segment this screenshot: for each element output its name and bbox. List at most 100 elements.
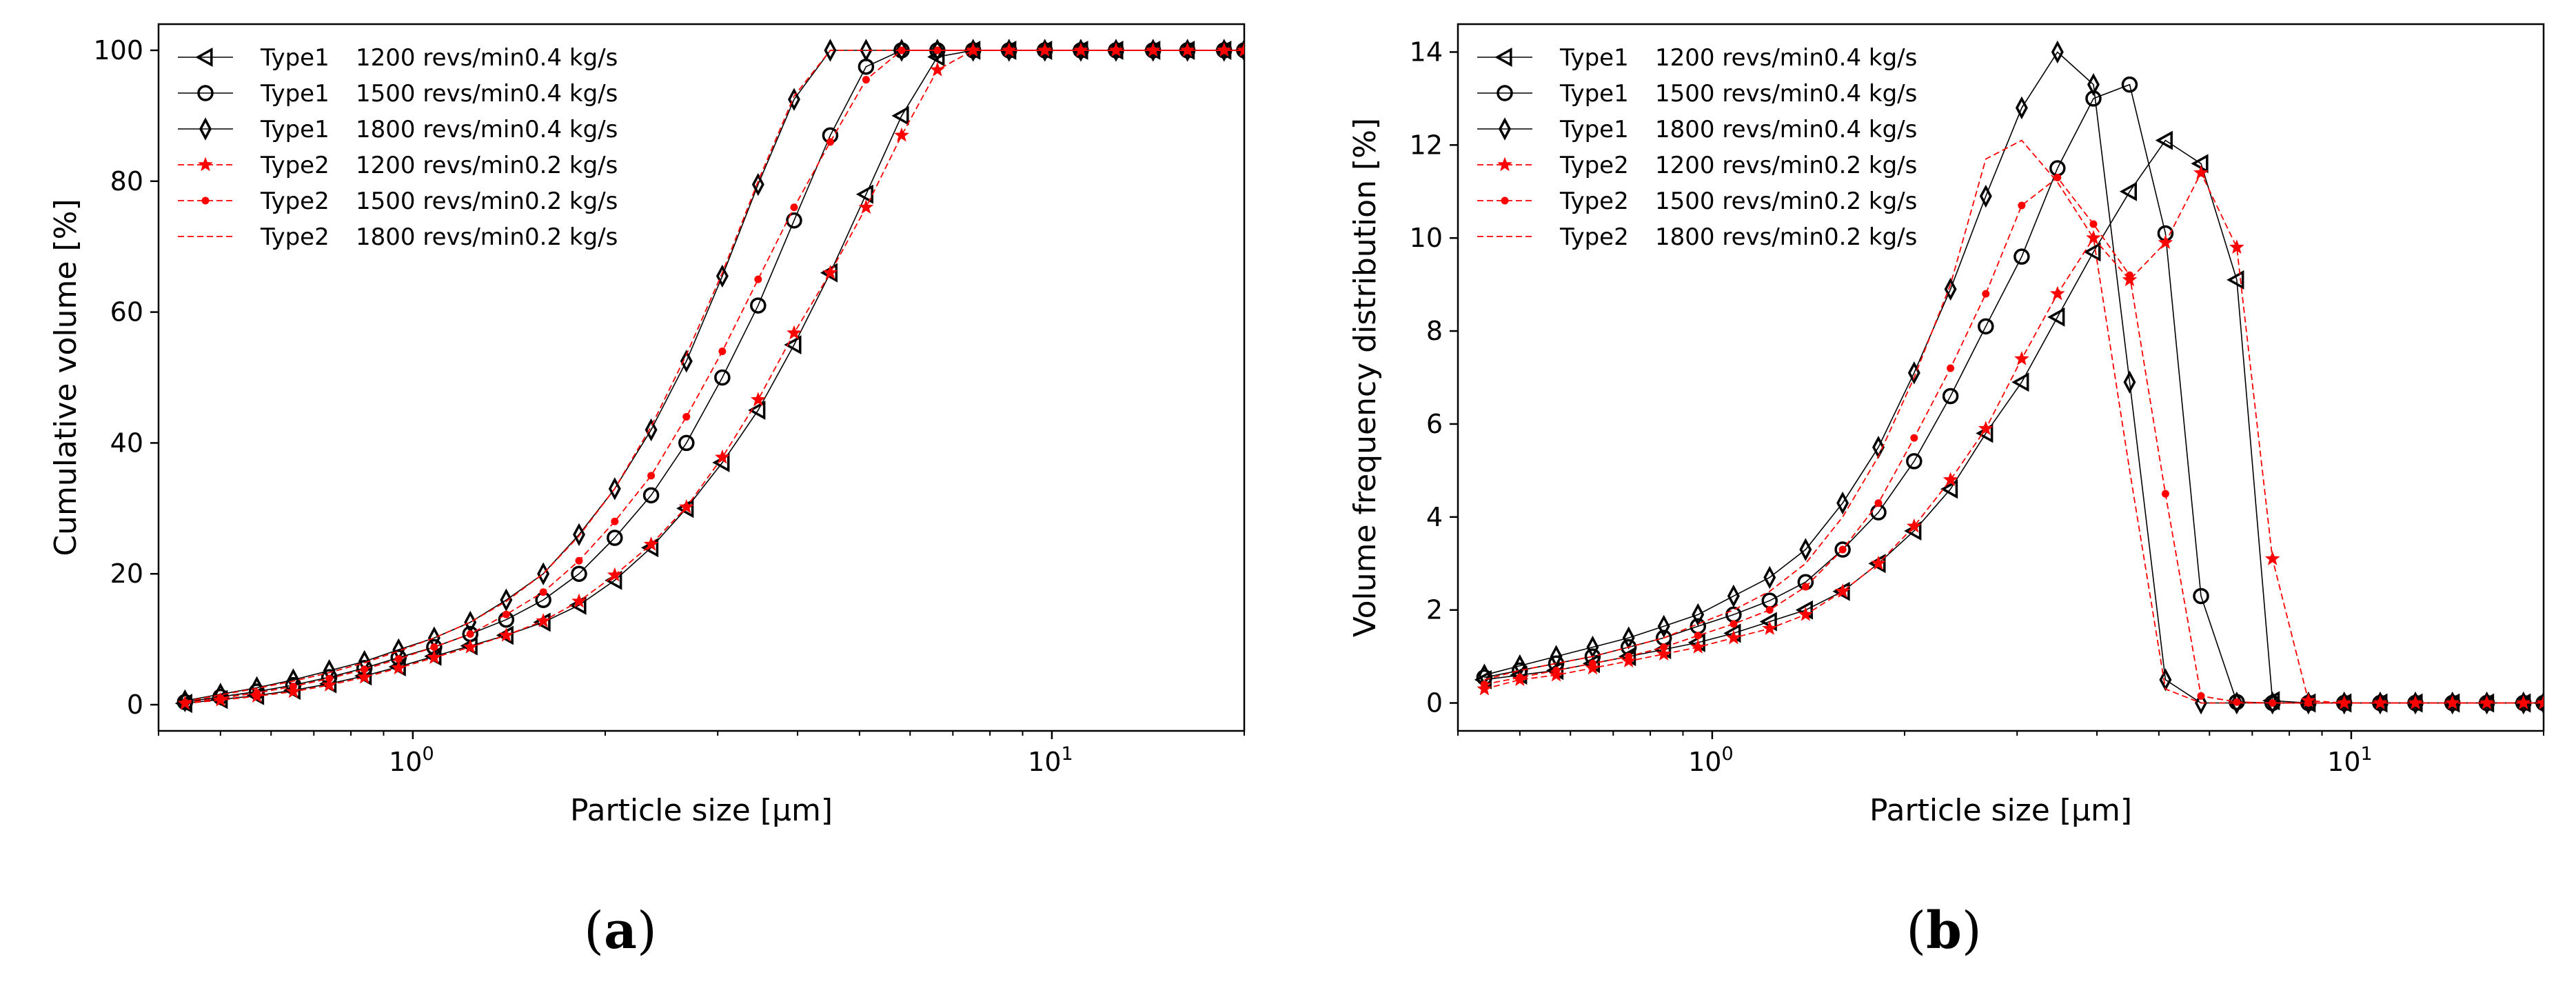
- data-point: [643, 536, 659, 551]
- legend-speed: 1200 revs/min: [1655, 44, 1824, 72]
- plot-frame: [1457, 23, 2545, 732]
- legend-rate: 0.2 kg/s: [525, 223, 618, 251]
- data-point: [575, 556, 583, 565]
- data-point: [1548, 667, 1564, 682]
- data-point: [2014, 248, 2030, 265]
- data-point: [1801, 583, 1809, 591]
- series-line: [1484, 51, 2544, 704]
- legend-speed: 1500 revs/min: [356, 80, 525, 108]
- data-point: [607, 567, 622, 582]
- legend-type: Type1: [1559, 80, 1629, 108]
- chart-b: 0 2 4 6 8 10 12 14 100 101 Particle size [μm] Volum…: [1348, 23, 2545, 960]
- data-point: [1978, 318, 1994, 335]
- series-4: [1477, 165, 2544, 710]
- data-point: [1940, 479, 1958, 499]
- series-line: [185, 50, 1244, 703]
- data-point: [427, 650, 442, 664]
- series-5: [1480, 174, 2544, 707]
- data-point: [1038, 39, 1051, 62]
- data-point: [2155, 130, 2173, 150]
- legend-speed: 1200 revs/min: [1655, 152, 1824, 179]
- data-point: [1146, 39, 1159, 62]
- series-1: [1474, 130, 2544, 713]
- data-point: [2408, 691, 2422, 715]
- data-point: [1621, 653, 1636, 668]
- x-axis-label: Particle size [μm]: [570, 793, 833, 828]
- data-point: [2483, 699, 2491, 707]
- panel-caption: (a): [584, 901, 657, 960]
- legend-rate: 0.2 kg/s: [525, 188, 618, 215]
- data-point: [539, 588, 547, 596]
- data-point: [571, 565, 587, 582]
- data-point: [1874, 499, 1883, 507]
- data-point: [289, 682, 297, 690]
- legend-type: Type1: [1559, 44, 1629, 72]
- legend-type: Type1: [260, 80, 329, 108]
- legend-type: Type2: [1559, 152, 1629, 179]
- data-point: [253, 689, 261, 697]
- legend-rate: 0.4 kg/s: [1824, 116, 1917, 143]
- data-point: [1109, 39, 1122, 62]
- y-tick-label: 20: [110, 559, 143, 589]
- data-point: [2015, 96, 2028, 120]
- data-point: [1765, 606, 1774, 614]
- data-point: [1660, 643, 1668, 652]
- data-point: [2376, 699, 2384, 707]
- data-point: [645, 418, 658, 442]
- legend-speed: 1500 revs/min: [1655, 188, 1824, 215]
- legend-rate: 0.4 kg/s: [525, 44, 618, 72]
- data-point: [1480, 681, 1488, 689]
- data-point: [714, 369, 731, 386]
- data-point: [2051, 40, 2064, 64]
- legend-marker: [197, 85, 214, 101]
- legend-marker: [1494, 48, 1512, 67]
- data-point: [682, 412, 691, 421]
- legend-type: Type2: [260, 188, 329, 215]
- data-point: [786, 212, 802, 229]
- data-point: [179, 689, 192, 713]
- data-point: [2123, 370, 2136, 394]
- data-point: [1625, 652, 1633, 661]
- data-point: [2049, 285, 2065, 301]
- data-point: [1005, 46, 1013, 54]
- data-point: [2053, 174, 2062, 182]
- legend-marker: [201, 197, 210, 205]
- data-point: [860, 39, 873, 62]
- data-point: [680, 350, 693, 373]
- legend-marker: [1497, 157, 1512, 172]
- y-tick-label: 6: [1426, 409, 1443, 439]
- data-point: [784, 335, 802, 355]
- data-point: [573, 523, 585, 546]
- data-point: [571, 593, 587, 608]
- data-point: [787, 325, 802, 340]
- data-point: [826, 138, 834, 146]
- data-point: [1585, 660, 1601, 675]
- data-point: [750, 392, 766, 407]
- data-point: [715, 449, 730, 464]
- y-tick-label: 80: [110, 166, 143, 197]
- legend-rate: 0.4 kg/s: [525, 116, 618, 143]
- data-point: [2161, 490, 2169, 498]
- legend-speed: 1200 revs/min: [356, 44, 525, 72]
- legend-rate: 0.2 kg/s: [525, 152, 618, 179]
- series-line: [1484, 139, 2544, 704]
- data-point: [361, 665, 369, 674]
- data-point: [1112, 46, 1120, 54]
- data-point: [2047, 307, 2065, 327]
- data-point: [2011, 372, 2029, 392]
- data-point: [1871, 555, 1886, 570]
- data-point: [824, 39, 837, 62]
- legend-marker: [1501, 197, 1509, 205]
- legend-rate: 0.4 kg/s: [1824, 80, 1917, 108]
- data-point: [502, 610, 510, 618]
- data-point: [2227, 270, 2244, 290]
- data-point: [356, 669, 372, 684]
- data-point: [1834, 541, 1851, 558]
- legend-speed: 1800 revs/min: [1655, 116, 1824, 143]
- data-point: [1726, 630, 1741, 645]
- data-point: [1181, 39, 1194, 62]
- data-point: [748, 400, 766, 420]
- data-point: [466, 630, 474, 638]
- data-point: [716, 264, 729, 288]
